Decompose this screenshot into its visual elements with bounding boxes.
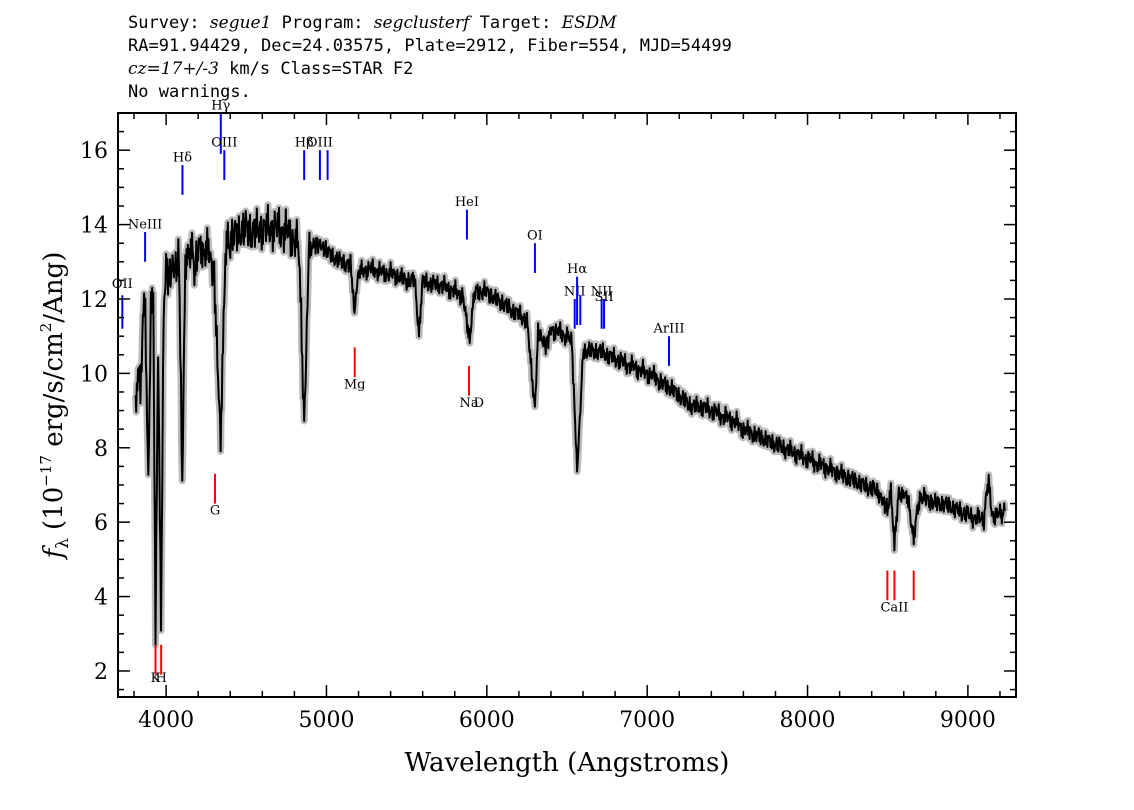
emission-line-label: ArIII <box>652 321 684 336</box>
y-label-lambda: λ <box>53 538 73 549</box>
spectrum-header: Survey: segue1 Program: segclusterf Targ… <box>128 12 732 104</box>
y-label-units-b: erg/s/cm <box>39 332 69 455</box>
x-tick-label: 8000 <box>780 708 836 733</box>
y-axis-label: fλ(10−17 erg/s/cm2/Ang) <box>37 252 73 561</box>
axis-ticks: 4000 5000 6000 7000 8000 9000 2 4 6 8 10 12 14 16 <box>80 112 1016 733</box>
y-tick-label: 6 <box>94 511 108 536</box>
absorption-line-label: Mg <box>344 377 366 392</box>
spectrum-line <box>134 203 1006 646</box>
x-axis-label: Wavelength (Angstroms) <box>405 748 730 778</box>
absorption-line-label: D <box>474 396 484 411</box>
emission-line-label: SII <box>594 290 613 305</box>
cz-value: cz=17+/-3 <box>128 59 219 79</box>
emission-line-label: Hα <box>567 262 587 277</box>
y-tick-label: 16 <box>80 139 108 164</box>
class-value: km/s Class=STAR F2 <box>229 59 414 79</box>
header-line-2: RA=91.94429, Dec=24.03575, Plate=2912, F… <box>128 36 732 56</box>
absorption-line-label: CaII <box>880 600 908 615</box>
y-tick-label: 8 <box>94 437 108 462</box>
spectrum-series <box>134 203 1006 646</box>
x-tick-label: 9000 <box>940 708 996 733</box>
y-tick-label: 10 <box>80 362 108 387</box>
header-line-1: Survey: segue1 Program: segclusterf Targ… <box>128 12 732 35</box>
absorption-line-label: Na <box>459 396 478 411</box>
y-tick-label: 4 <box>94 586 108 611</box>
plot-frame <box>117 112 1017 698</box>
y-label-units-c: /Ang) <box>39 252 69 323</box>
x-tick-label: 4000 <box>138 708 194 733</box>
survey-label: Survey: <box>128 13 200 33</box>
target-label: Target: <box>479 13 552 33</box>
y-label-units-a: (10 <box>39 487 69 530</box>
target-value: ESDM <box>561 13 617 33</box>
emission-line-label: OIII <box>211 135 237 150</box>
emission-line-label: Hδ <box>173 150 192 165</box>
header-line-3: cz=17+/-3 km/s Class=STAR F2 <box>128 58 732 81</box>
y-label-exponent-2: 2 <box>37 323 55 333</box>
survey-value: segue1 <box>209 13 272 33</box>
y-tick-label: 14 <box>80 214 108 239</box>
x-tick-label: 6000 <box>459 708 515 733</box>
absorption-line-label: G <box>210 504 220 519</box>
emission-line-label: NII <box>564 284 586 299</box>
emission-line-label: Hβ <box>295 135 314 150</box>
emission-line-label: OI <box>527 228 543 243</box>
emission-line-label: Hγ <box>211 98 230 113</box>
absorption-line-label: K <box>151 671 161 686</box>
y-tick-label: 2 <box>94 660 108 685</box>
header-line-4: No warnings. <box>128 82 251 102</box>
emission-line-label: NII <box>591 284 613 299</box>
emission-line-label: NeIII <box>128 217 162 232</box>
x-tick-label: 5000 <box>298 708 354 733</box>
emission-line-label: HeI <box>455 195 479 210</box>
emission-line-label: OIII <box>307 135 333 150</box>
x-tick-label: 7000 <box>619 708 675 733</box>
program-label: Program: <box>281 13 364 33</box>
emission-line-label: OII <box>112 277 133 292</box>
program-value: segclusterf <box>373 13 470 33</box>
y-tick-label: 12 <box>80 288 108 313</box>
y-label-exponent: −17 <box>37 455 55 487</box>
absorption-line-label: H <box>155 671 166 686</box>
